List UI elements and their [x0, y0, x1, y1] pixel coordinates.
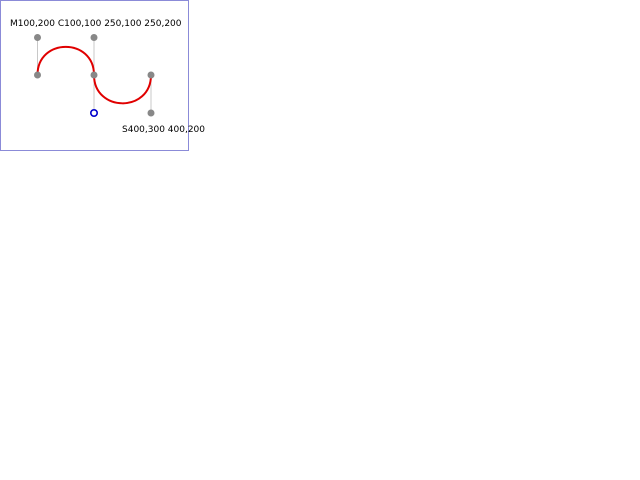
- control-points: [34, 34, 155, 117]
- point-start: [34, 71, 41, 79]
- reflected-control-point: [90, 109, 99, 118]
- control-point-1: [34, 34, 41, 41]
- control-point-2: [90, 34, 98, 41]
- path-label-bottom: S400,300 400,200: [122, 125, 205, 135]
- smooth-control-point: [147, 109, 155, 117]
- point-mid: [90, 71, 98, 79]
- point-end: [147, 71, 155, 79]
- path-label-top: M100,200 C100,100 250,100 250,200: [10, 19, 182, 29]
